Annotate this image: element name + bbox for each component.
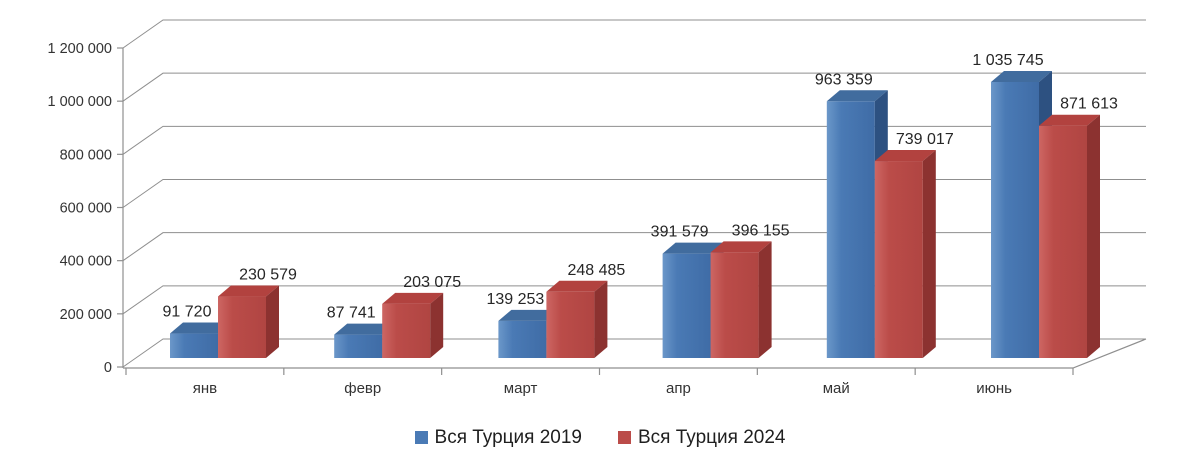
x-category-label-февр: февр	[344, 380, 381, 397]
y-tick-labels: 0 200 000 400 000 600 000 800 000 1 000 000 1 …	[47, 41, 112, 376]
gridline	[122, 125, 1146, 155]
value-label-s1-янв: 230 579	[239, 267, 297, 284]
axes	[117, 47, 1074, 375]
x-category-label-март: март	[504, 380, 538, 397]
x-category-label-май: май	[823, 380, 850, 397]
bars	[170, 70, 1100, 358]
bar-s0-март	[498, 309, 560, 358]
x-category-label-апр: апр	[666, 380, 691, 397]
data-labels: 91 720 230 579 87 741 203 075 139 253 248 485…	[163, 52, 1118, 322]
value-label-s0-июнь: 1 035 745	[972, 52, 1043, 69]
y-tick-label: 0	[104, 360, 112, 376]
y-tick-label: 1 200 000	[47, 41, 112, 57]
bar-s1-янв	[218, 285, 279, 358]
value-label-s0-февр: 87 741	[327, 305, 376, 322]
gridline	[122, 19, 1146, 49]
bar-s1-май	[874, 150, 936, 358]
y-tick-label: 1 000 000	[47, 94, 112, 110]
value-label-s0-янв: 91 720	[163, 304, 212, 321]
gridline	[122, 72, 1146, 102]
bar-s1-март	[546, 280, 608, 358]
legend-item-2024: Вся Турция 2024	[618, 428, 785, 447]
bar-s1-июнь	[1039, 114, 1100, 358]
gridline	[122, 179, 1146, 208]
y-tick-label: 600 000	[60, 201, 112, 217]
legend-swatch-2019	[414, 430, 428, 444]
value-label-s0-май: 963 359	[815, 71, 873, 88]
chart-legend: Вся Турция 2019 Вся Турция 2024	[0, 422, 1200, 452]
y-tick-label: 800 000	[60, 147, 112, 163]
legend-swatch-2024	[618, 430, 631, 444]
value-label-s1-февр: 203 075	[403, 274, 461, 291]
value-label-s1-май: 739 017	[896, 131, 954, 148]
gridline	[122, 285, 1146, 315]
y-tick-label: 400 000	[60, 254, 112, 270]
gridline	[122, 232, 1146, 262]
y-tick-label: 200 000	[60, 307, 112, 323]
bar-s1-апр	[710, 241, 772, 358]
value-label-s1-март: 248 485	[567, 262, 625, 279]
x-category-label-июнь: июнь	[976, 380, 1012, 397]
value-label-s0-март: 139 253	[486, 291, 544, 308]
value-label-s0-апр: 391 579	[651, 224, 709, 241]
x-category-labels: янв февр март апр май июнь	[193, 380, 1012, 397]
legend-label-2019: Вся Турция 2019	[434, 426, 582, 448]
x-category-label-янв: янв	[193, 380, 217, 397]
gridlines	[122, 19, 1146, 368]
legend-label-2024: Вся Турция 2024	[638, 426, 786, 448]
value-label-s1-июнь: 871 613	[1060, 96, 1118, 113]
legend-item-2019: Вся Турция 2019	[414, 426, 582, 448]
value-label-s1-апр: 396 155	[732, 222, 790, 239]
gridline	[122, 338, 1146, 368]
bar-s1-февр	[382, 292, 444, 358]
